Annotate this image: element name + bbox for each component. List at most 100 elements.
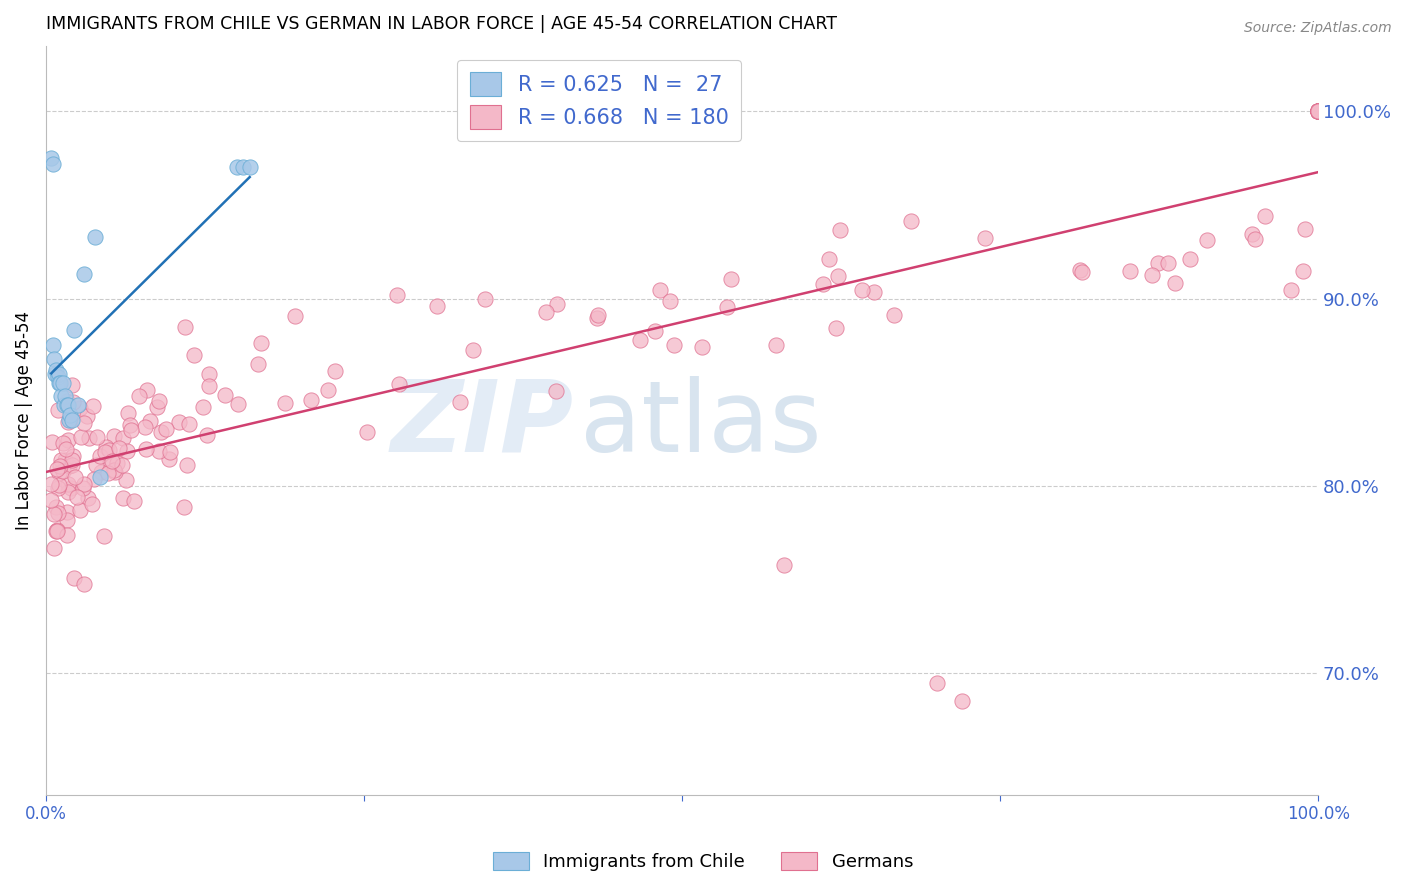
Point	[53, 452, 76, 467]
Point	[1308, 104, 1330, 119]
Point	[1308, 104, 1330, 119]
Point	[1308, 104, 1330, 119]
Point	[1308, 104, 1330, 119]
Point	[73, 476, 96, 491]
Point	[100, 454, 122, 468]
Point	[45, 363, 67, 377]
Point	[48, 506, 70, 520]
Point	[58, 413, 80, 427]
Point	[284, 309, 307, 323]
Point	[94, 445, 117, 459]
Point	[39, 492, 62, 507]
Point	[356, 425, 378, 440]
Point	[817, 252, 839, 266]
Point	[48, 478, 70, 492]
Point	[97, 442, 120, 457]
Point	[1308, 104, 1330, 119]
Point	[1241, 227, 1264, 242]
Point	[1308, 104, 1330, 119]
Point	[103, 428, 125, 442]
Point	[274, 396, 297, 410]
Point	[228, 397, 250, 411]
Point	[1308, 104, 1330, 119]
Point	[56, 513, 79, 527]
Point	[59, 412, 82, 426]
Point	[1308, 104, 1330, 119]
Point	[148, 443, 170, 458]
Point	[52, 376, 75, 390]
Point	[176, 458, 198, 472]
Point	[48, 367, 70, 381]
Point	[1164, 276, 1187, 290]
Point	[45, 500, 67, 514]
Point	[426, 299, 449, 313]
Point	[45, 524, 67, 538]
Point	[1308, 104, 1330, 119]
Point	[82, 399, 104, 413]
Point	[42, 541, 65, 556]
Point	[60, 377, 83, 392]
Point	[52, 436, 75, 450]
Point	[250, 336, 273, 351]
Point	[1308, 104, 1330, 119]
Point	[828, 223, 851, 237]
Point	[60, 453, 83, 467]
Point	[1308, 104, 1330, 119]
Point	[851, 283, 873, 297]
Point	[83, 472, 105, 486]
Point	[193, 400, 215, 414]
Point	[56, 433, 79, 447]
Point	[82, 497, 104, 511]
Point	[544, 384, 567, 399]
Point	[62, 395, 84, 409]
Point	[546, 296, 568, 310]
Point	[226, 161, 249, 175]
Point	[1292, 263, 1315, 277]
Point	[1279, 284, 1302, 298]
Point	[825, 320, 848, 334]
Point	[1119, 264, 1142, 278]
Point	[214, 388, 236, 402]
Point	[159, 445, 181, 459]
Point	[973, 230, 995, 244]
Point	[388, 377, 411, 392]
Point	[198, 379, 221, 393]
Point	[316, 383, 339, 397]
Point	[83, 229, 105, 244]
Point	[44, 367, 66, 381]
Point	[1294, 222, 1316, 236]
Point	[1071, 265, 1094, 279]
Point	[449, 394, 471, 409]
Point	[84, 458, 107, 472]
Point	[59, 481, 82, 495]
Point	[120, 423, 142, 437]
Point	[45, 523, 67, 537]
Point	[173, 500, 195, 514]
Text: atlas: atlas	[581, 376, 823, 473]
Point	[117, 405, 139, 419]
Point	[73, 267, 96, 281]
Point	[150, 425, 173, 440]
Point	[115, 444, 138, 458]
Point	[773, 558, 796, 572]
Point	[720, 272, 742, 286]
Point	[323, 364, 346, 378]
Point	[883, 308, 905, 322]
Point	[69, 502, 91, 516]
Point	[1308, 104, 1330, 119]
Point	[534, 305, 557, 319]
Point	[58, 458, 80, 473]
Point	[53, 389, 76, 403]
Point	[56, 393, 79, 408]
Point	[86, 430, 108, 444]
Point	[69, 430, 91, 444]
Point	[1308, 104, 1330, 119]
Point	[66, 490, 89, 504]
Text: Source: ZipAtlas.com: Source: ZipAtlas.com	[1244, 21, 1392, 35]
Point	[690, 340, 713, 354]
Point	[59, 408, 82, 422]
Point	[664, 338, 686, 352]
Point	[474, 292, 496, 306]
Point	[1308, 104, 1330, 119]
Point	[198, 367, 221, 381]
